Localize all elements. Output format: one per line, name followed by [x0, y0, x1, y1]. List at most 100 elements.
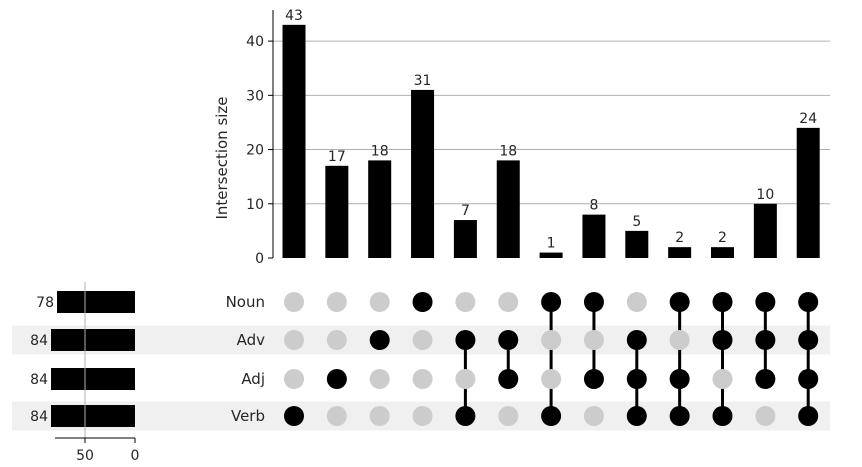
y-gridlines [273, 40, 830, 205]
bar-label: 31 [414, 73, 432, 89]
dot-inactive [369, 292, 390, 312]
bar-label: 7 [461, 203, 470, 219]
bar-noun-adv-verb [711, 247, 734, 258]
dot-active [669, 406, 690, 426]
dot-active [455, 330, 476, 350]
dot-inactive [369, 369, 390, 389]
dot-active [541, 292, 562, 312]
set-size-label: 84 [30, 409, 48, 425]
dot-inactive [326, 330, 347, 350]
set-size-bar-verb [51, 405, 135, 427]
dot-inactive [369, 406, 390, 426]
set-size-label: 78 [36, 295, 54, 311]
dot-active [284, 406, 304, 426]
y-tick-label: 20 [246, 143, 264, 159]
bar-adv-adj-verb [625, 230, 649, 258]
dot-active [798, 330, 819, 350]
dot-inactive [455, 369, 476, 389]
y-tick-label: 0 [255, 251, 264, 267]
bar-label: 5 [632, 214, 641, 230]
bar-adv-adj [496, 160, 520, 258]
dot-inactive [498, 292, 519, 312]
bar-label: 2 [718, 230, 727, 246]
dot-active [798, 292, 819, 312]
dot-active [498, 369, 519, 389]
dot-active [583, 369, 604, 389]
set-labels: Noun Adv Adj Verb [226, 293, 266, 425]
dot-inactive [583, 406, 604, 426]
bar-label: 18 [371, 143, 389, 159]
bar-label: 1 [547, 236, 556, 252]
bar-label: 43 [285, 8, 303, 24]
bar-noun-adv-adj [753, 203, 777, 258]
dot-active [755, 292, 776, 312]
set-size-label: 84 [30, 333, 48, 349]
bar-label: 10 [756, 187, 774, 203]
dot-active [669, 292, 690, 312]
y-axis: 0 10 20 30 40 [246, 10, 274, 267]
bar-label: 18 [499, 143, 517, 159]
dot-inactive [583, 330, 604, 350]
bar-noun-verb [539, 252, 563, 258]
dot-inactive [541, 369, 562, 389]
dot-inactive [284, 292, 304, 312]
set-size-tick-label: 0 [131, 448, 140, 464]
bar-adv-verb [453, 220, 477, 258]
dot-inactive [626, 292, 647, 312]
dot-inactive [326, 292, 347, 312]
dot-active [798, 406, 819, 426]
bar-noun-adj [582, 214, 606, 258]
dot-active [712, 406, 733, 426]
set-label-noun: Noun [226, 293, 265, 311]
dot-inactive [284, 369, 304, 389]
bar-adj [325, 165, 349, 258]
dot-active [755, 330, 776, 350]
dot-inactive [498, 406, 519, 426]
bar-label: 2 [675, 230, 684, 246]
y-tick-label: 40 [246, 34, 264, 50]
set-label-adj: Adj [241, 370, 265, 388]
dot-active [626, 330, 647, 350]
dot-active [326, 369, 347, 389]
dot-inactive [412, 330, 433, 350]
set-size-label: 84 [30, 372, 48, 388]
intersection-bars [282, 24, 820, 259]
bar-adv [368, 160, 392, 258]
bar-label: 24 [799, 111, 817, 127]
set-size-bar-adj [51, 368, 135, 390]
y-tick-label: 30 [246, 88, 264, 104]
dot-inactive [712, 369, 733, 389]
dot-active [712, 330, 733, 350]
dot-inactive [455, 292, 476, 312]
bar-label: 8 [589, 198, 598, 214]
set-size-bar-noun [57, 291, 135, 313]
dot-inactive [326, 406, 347, 426]
dot-inactive [541, 330, 562, 350]
dot-active [755, 369, 776, 389]
dot-active [626, 369, 647, 389]
y-axis-title: Intersection size [213, 96, 231, 219]
dot-inactive [412, 369, 433, 389]
dot-active [455, 406, 476, 426]
dot-active [541, 406, 562, 426]
set-size-chart: 78 84 84 84 50 0 [30, 282, 139, 464]
dot-active [626, 406, 647, 426]
bar-label: 17 [328, 149, 346, 165]
dot-inactive [284, 330, 304, 350]
set-size-bar-adv [51, 329, 135, 351]
dot-active [669, 369, 690, 389]
set-label-verb: Verb [231, 407, 265, 425]
dot-active [712, 292, 733, 312]
dot-inactive [755, 406, 776, 426]
bar-noun [411, 89, 435, 259]
y-tick-label: 10 [246, 197, 264, 213]
dot-inactive [669, 330, 690, 350]
dot-active [369, 330, 390, 350]
dot-active [498, 330, 519, 350]
dot-active [412, 292, 433, 312]
dot-active [583, 292, 604, 312]
dot-active [798, 369, 819, 389]
bar-noun-adj-verb [668, 247, 692, 258]
